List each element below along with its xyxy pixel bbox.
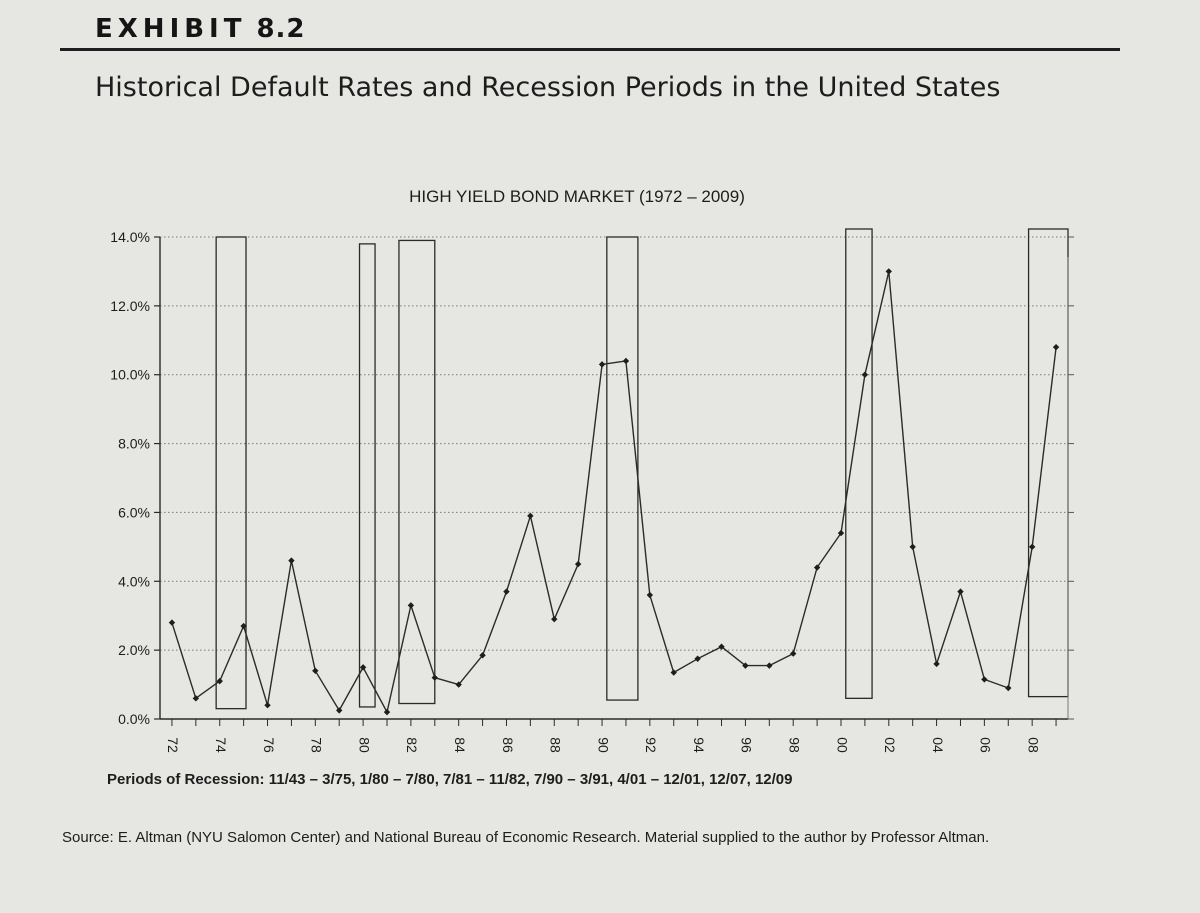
- x-tick-label: 86: [500, 737, 516, 753]
- data-point: [551, 615, 558, 623]
- exhibit-number: 8.2: [256, 14, 306, 44]
- y-tick-label: 12.0%: [110, 298, 150, 314]
- data-point: [574, 560, 582, 568]
- data-point: [813, 564, 821, 571]
- data-point: [431, 674, 438, 681]
- data-point: [670, 669, 677, 676]
- data-point: [861, 371, 869, 378]
- source-note: Source: E. Altman (NYU Salomon Center) a…: [62, 829, 990, 846]
- y-tick-label: 14.0%: [110, 229, 150, 245]
- recession-box: [398, 239, 436, 705]
- y-tick-labels: 0.0% 2.0% 4.0% 6.0% 8.0% 10.0% 12.0% 14.0%: [110, 229, 150, 727]
- grid-lines: [160, 236, 1068, 651]
- recession-box: [845, 228, 873, 699]
- recession-box: [1027, 228, 1069, 698]
- data-point: [885, 268, 892, 275]
- x-tick-label: 76: [261, 737, 277, 753]
- recession-box: [358, 243, 376, 708]
- data-point: [1052, 343, 1060, 351]
- x-tick-label: 74: [213, 737, 229, 753]
- data-point: [455, 681, 462, 688]
- x-tick-labels: 72 74 76 78 80 82 84 86 88 90 92 94 96 98 00 02 04 06 08: [165, 737, 1041, 753]
- data-point: [790, 650, 797, 657]
- recession-box: [215, 236, 247, 710]
- data-point: [598, 361, 606, 368]
- y-tick-label: 8.0%: [118, 436, 150, 452]
- data-point: [192, 695, 200, 702]
- x-tick-label: 92: [643, 737, 659, 753]
- data-point: [957, 588, 964, 595]
- data-point: [503, 588, 510, 595]
- data-point: [264, 702, 271, 709]
- recession-boxes: [215, 228, 1069, 710]
- axes: [154, 236, 1074, 726]
- exhibit-label: EXHIBIT 8.2: [95, 14, 306, 44]
- x-tick-label: 04: [930, 737, 946, 753]
- x-tick-label: 80: [356, 737, 372, 753]
- data-point: [622, 357, 630, 365]
- data-point: [766, 662, 773, 669]
- x-tick-label: 02: [882, 737, 898, 753]
- heading-rule: [60, 48, 1120, 51]
- x-tick-label: 72: [165, 737, 181, 753]
- data-point: [837, 529, 845, 537]
- y-tick-label: 4.0%: [118, 573, 150, 589]
- data-point: [216, 677, 223, 685]
- data-point: [933, 660, 940, 668]
- exhibit-heading: Historical Default Rates and Recession P…: [95, 72, 1001, 103]
- x-tick-label: 96: [739, 737, 755, 753]
- data-point: [1028, 543, 1036, 551]
- y-tick-label: 0.0%: [118, 711, 150, 727]
- data-point: [718, 643, 725, 650]
- series-line: [171, 270, 1057, 713]
- y-tick-label: 6.0%: [118, 504, 150, 520]
- x-tick-label: 98: [787, 737, 803, 753]
- data-point: [240, 622, 247, 630]
- default-rate-line: [171, 270, 1057, 713]
- data-points: [168, 268, 1060, 716]
- data-point: [288, 557, 295, 564]
- recession-box: [606, 236, 639, 701]
- x-tick-label: 84: [452, 737, 468, 753]
- x-tick-label: 08: [1025, 737, 1041, 753]
- data-point: [694, 655, 701, 662]
- x-tick-label: 00: [834, 737, 850, 753]
- x-tick-label: 06: [978, 737, 994, 753]
- data-point: [909, 543, 916, 551]
- data-point: [646, 591, 654, 599]
- data-point: [168, 619, 176, 626]
- exhibit-word: EXHIBIT: [95, 14, 247, 44]
- data-point: [742, 662, 749, 669]
- y-tick-label: 2.0%: [118, 642, 150, 658]
- data-point: [1005, 684, 1012, 692]
- x-tick-label: 94: [691, 737, 707, 753]
- recession-periods-note: Periods of Recession: 11/43 – 3/75, 1/80…: [107, 771, 793, 788]
- data-point: [312, 667, 319, 674]
- data-point: [981, 676, 988, 683]
- x-tick-label: 82: [404, 737, 420, 753]
- data-point: [359, 664, 367, 671]
- y-tick-label: 10.0%: [110, 367, 150, 383]
- data-point: [383, 708, 391, 716]
- x-tick-label: 88: [548, 737, 564, 753]
- data-point: [527, 512, 534, 520]
- data-point: [336, 707, 343, 714]
- data-point: [479, 652, 486, 659]
- chart-title: HIGH YIELD BOND MARKET (1972 – 2009): [409, 187, 745, 206]
- x-tick-label: 78: [309, 737, 325, 753]
- data-point: [407, 602, 415, 609]
- x-tick-label: 90: [595, 737, 611, 753]
